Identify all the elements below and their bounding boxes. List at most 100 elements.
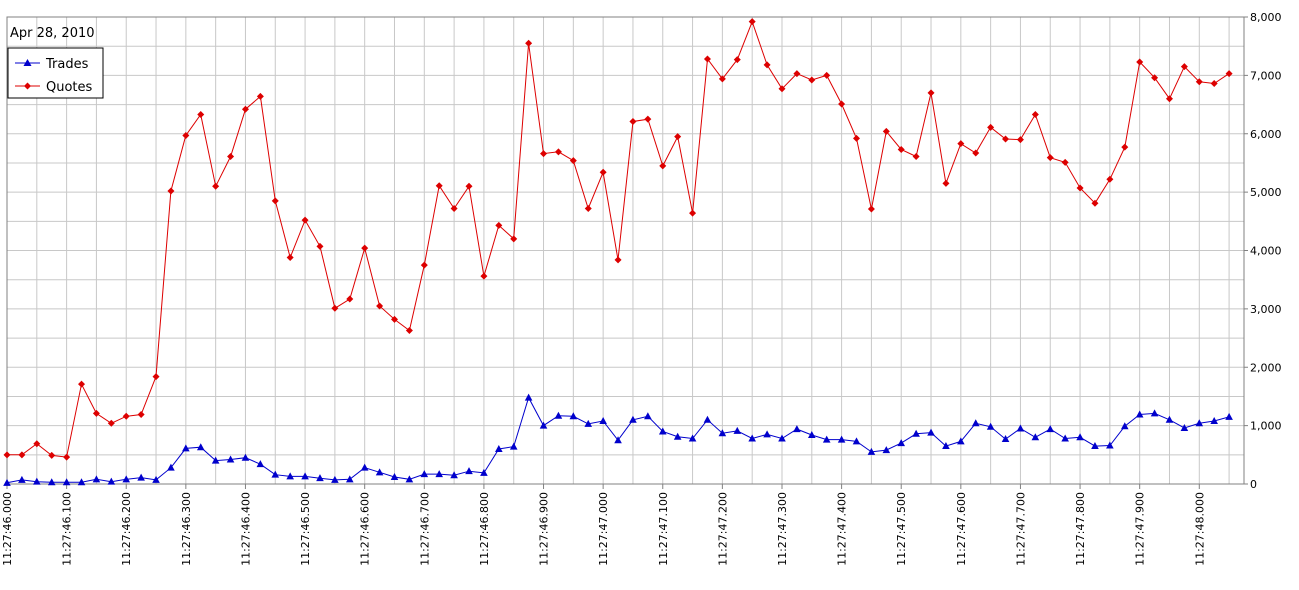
data-point-trades: [748, 434, 756, 442]
data-point-trades: [986, 422, 995, 430]
data-point-trades: [122, 475, 131, 483]
data-point-quotes: [48, 451, 56, 459]
data-point-trades: [33, 477, 41, 485]
data-point-trades: [286, 472, 294, 480]
data-point-quotes: [733, 56, 741, 64]
data-point-quotes: [912, 153, 920, 161]
x-tick-label: 11:27:46.900: [538, 492, 551, 566]
data-point-trades: [644, 412, 652, 420]
data-point-quotes: [465, 182, 473, 190]
data-point-quotes: [1180, 63, 1188, 71]
data-point-quotes: [197, 110, 205, 118]
data-point-quotes: [390, 315, 398, 323]
data-point-quotes: [987, 123, 995, 131]
y-tick-label: 6,000: [1250, 128, 1282, 141]
data-point-quotes: [629, 117, 637, 125]
y-tick-label: 4,000: [1250, 245, 1282, 258]
x-tick-label: 11:27:47.600: [955, 492, 968, 566]
axes: [6, 16, 1248, 489]
data-point-quotes: [778, 85, 786, 93]
data-point-quotes: [1031, 110, 1039, 118]
data-point-trades: [241, 453, 250, 461]
data-point-quotes: [331, 304, 339, 312]
x-tick-label: 11:27:47.800: [1074, 492, 1087, 566]
data-point-trades: [822, 435, 831, 443]
data-point-trades: [1180, 423, 1189, 431]
data-point-trades: [1120, 422, 1129, 430]
date-label: Apr 28, 2010: [10, 26, 95, 41]
x-tick-label: 11:27:48.000: [1193, 492, 1206, 566]
data-point-quotes: [1016, 136, 1024, 144]
x-tick-label: 11:27:47.300: [776, 492, 789, 566]
data-point-quotes: [897, 146, 905, 154]
data-point-trades: [152, 475, 160, 483]
data-point-quotes: [1076, 184, 1084, 192]
legend-quotes-label: Quotes: [46, 80, 93, 95]
data-point-trades: [301, 472, 309, 480]
x-tick-label: 11:27:46.000: [1, 492, 14, 566]
data-point-trades: [658, 427, 667, 435]
data-point-trades: [137, 473, 145, 481]
x-tick-label: 11:27:46.800: [478, 492, 491, 566]
data-point-trades: [182, 444, 190, 452]
data-point-quotes: [107, 419, 115, 427]
data-point-trades: [495, 444, 503, 452]
data-point-quotes: [63, 453, 71, 461]
data-point-trades: [1135, 410, 1144, 418]
data-point-quotes: [33, 440, 41, 448]
data-point-trades: [524, 393, 533, 401]
data-point-trades: [1210, 416, 1218, 424]
data-point-quotes: [689, 209, 697, 217]
data-point-trades: [807, 430, 816, 438]
data-point-trades: [1225, 412, 1233, 420]
data-point-trades: [3, 478, 11, 486]
data-point-trades: [331, 475, 339, 483]
data-point-quotes: [584, 204, 592, 212]
data-point-quotes: [853, 134, 861, 142]
x-tick-label: 11:27:46.100: [61, 492, 74, 566]
data-point-trades: [703, 415, 712, 423]
grid: [6, 16, 1244, 485]
data-point-trades: [912, 429, 920, 437]
data-point-trades: [509, 442, 518, 450]
data-point-quotes: [510, 235, 518, 243]
data-point-trades: [107, 477, 116, 485]
data-point-trades: [1091, 442, 1099, 450]
data-point-trades: [465, 467, 473, 475]
data-point-trades: [316, 474, 324, 482]
data-point-trades: [390, 472, 399, 480]
data-point-trades: [614, 436, 622, 444]
data-point-quotes: [92, 409, 100, 417]
x-tick-label: 11:27:46.500: [299, 492, 312, 566]
data-point-quotes: [256, 92, 264, 100]
data-point-quotes: [1136, 58, 1144, 66]
data-point-quotes: [227, 153, 235, 161]
y-tick-label: 7,000: [1250, 69, 1282, 82]
data-point-trades: [852, 437, 861, 445]
data-point-quotes: [212, 182, 220, 190]
data-point-quotes: [405, 326, 413, 334]
data-point-trades: [837, 435, 846, 443]
y-tick-label: 1,000: [1250, 420, 1282, 433]
data-point-quotes: [882, 127, 890, 135]
data-point-quotes: [271, 197, 279, 205]
data-point-trades: [435, 470, 444, 478]
data-point-trades: [599, 416, 607, 424]
data-point-quotes: [167, 187, 175, 195]
data-point-quotes: [495, 221, 503, 229]
data-point-quotes: [1151, 74, 1159, 82]
data-point-quotes: [480, 272, 488, 280]
data-point-quotes: [122, 412, 130, 420]
data-point-quotes: [286, 254, 294, 262]
x-tick-label: 11:27:46.300: [180, 492, 193, 566]
data-point-quotes: [838, 100, 846, 108]
data-point-trades: [92, 475, 101, 483]
data-point-trades: [211, 456, 220, 464]
data-point-quotes: [152, 373, 160, 381]
legend-quotes-marker-icon: [24, 82, 31, 90]
data-point-quotes: [1046, 154, 1054, 162]
legend: Trades Quotes: [7, 47, 104, 99]
data-point-trades: [1195, 419, 1204, 427]
data-point-quotes: [942, 179, 950, 187]
